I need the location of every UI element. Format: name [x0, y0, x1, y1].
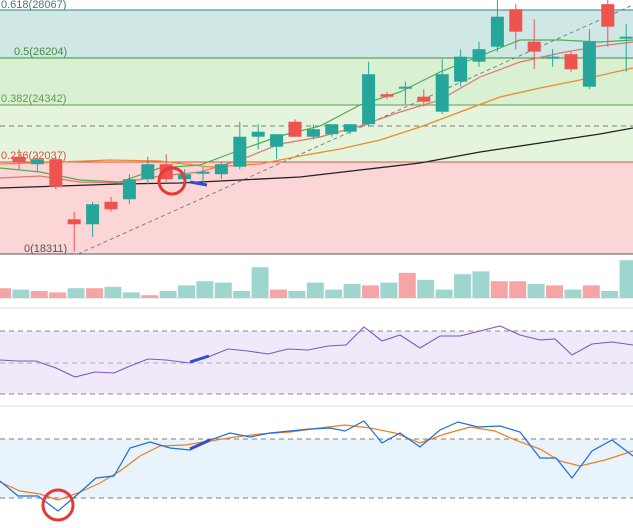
- volume-bar: [86, 288, 103, 298]
- volume-bar: [325, 289, 343, 298]
- stoch-k-line: [0, 420, 633, 512]
- volume-bar: [141, 295, 159, 298]
- highlight-segment-rsi: [189, 354, 210, 364]
- candle-up: [141, 164, 155, 180]
- volume-bar: [362, 285, 379, 298]
- candle-down: [104, 201, 118, 210]
- volume-bar: [454, 274, 471, 298]
- volume-bar: [582, 285, 600, 298]
- volume-bar: [288, 291, 306, 298]
- fib-label-05: 0.5(26204): [14, 46, 67, 58]
- volume-bar: [306, 282, 324, 298]
- candle-down: [67, 219, 81, 225]
- candle-up: [196, 171, 210, 174]
- volume-bar: [564, 289, 582, 298]
- candle-down: [509, 9, 523, 32]
- signal-circle-price: [157, 166, 187, 196]
- volume-bar: [0, 288, 11, 298]
- volume-bar: [251, 267, 269, 298]
- volume-bar: [67, 288, 85, 298]
- candle-down: [527, 41, 541, 52]
- candle-down: [380, 94, 394, 97]
- volume-bar: [214, 282, 232, 298]
- fib-label-0: 0(18311): [24, 243, 67, 255]
- volume-bar: [122, 292, 140, 298]
- candle-up: [214, 164, 228, 175]
- highlight-segment-stoch: [189, 438, 211, 451]
- candle-down: [288, 121, 302, 137]
- volume-bar: [527, 284, 545, 298]
- volume-bar: [380, 282, 398, 298]
- candle-up: [490, 16, 504, 47]
- candle-up: [306, 129, 320, 137]
- volume-bar: [12, 289, 30, 298]
- candle-up: [270, 134, 284, 147]
- volume-bar: [233, 291, 251, 298]
- candle-up: [325, 124, 339, 135]
- stoch-bg: [0, 439, 633, 498]
- ma-slow-line: [0, 67, 633, 168]
- fib-label-0618: 0.618(28067): [1, 0, 66, 11]
- candle-up: [362, 74, 376, 125]
- candle-up: [233, 136, 247, 167]
- candle-up: [86, 204, 100, 225]
- rsi-band: [0, 331, 633, 394]
- volume-bar: [601, 291, 619, 298]
- candle-up: [435, 74, 449, 112]
- volume-bar: [509, 281, 527, 298]
- candle-up: [546, 56, 560, 59]
- candle-up: [472, 49, 486, 62]
- ma-mid-line: [0, 41, 633, 184]
- volume-bar: [472, 271, 490, 298]
- candle-down: [417, 96, 431, 102]
- fib-label-0382: 0.382(24342): [1, 93, 66, 105]
- volume-bar: [398, 272, 416, 298]
- volume-bar: [417, 279, 435, 298]
- candle-down: [564, 54, 578, 70]
- ma-fast-line: [0, 39, 633, 183]
- volume-bar: [343, 284, 361, 298]
- volume-bar: [178, 285, 195, 298]
- rsi-line: [0, 325, 633, 378]
- volume-bar: [49, 292, 67, 298]
- candle-up: [398, 86, 412, 89]
- volume-bar: [270, 289, 287, 298]
- fib-zone-top: [0, 10, 633, 58]
- candle-up: [251, 131, 265, 137]
- candle-up: [619, 36, 633, 39]
- candle-up: [582, 41, 596, 87]
- candle-up: [454, 56, 468, 82]
- candle-up: [122, 179, 136, 200]
- candle-down: [49, 159, 63, 187]
- candle-down: [12, 156, 26, 162]
- candle-up: [30, 159, 44, 165]
- volume-bar: [490, 281, 508, 298]
- fib-zone-mid: [0, 58, 633, 105]
- candle-down: [601, 4, 615, 27]
- volume-bar: [435, 289, 453, 298]
- volume-bar: [30, 291, 48, 298]
- volume-group: [0, 260, 633, 298]
- volume-bar: [159, 291, 177, 298]
- volume-bar: [546, 285, 563, 298]
- ma-long-line: [0, 127, 633, 189]
- highlight-segment-price: [189, 180, 208, 187]
- volume-bar: [104, 286, 122, 298]
- volume-bar: [196, 281, 214, 298]
- volume-bar: [619, 260, 633, 298]
- candle-up: [343, 124, 357, 132]
- signal-circle-stoch: [41, 488, 75, 522]
